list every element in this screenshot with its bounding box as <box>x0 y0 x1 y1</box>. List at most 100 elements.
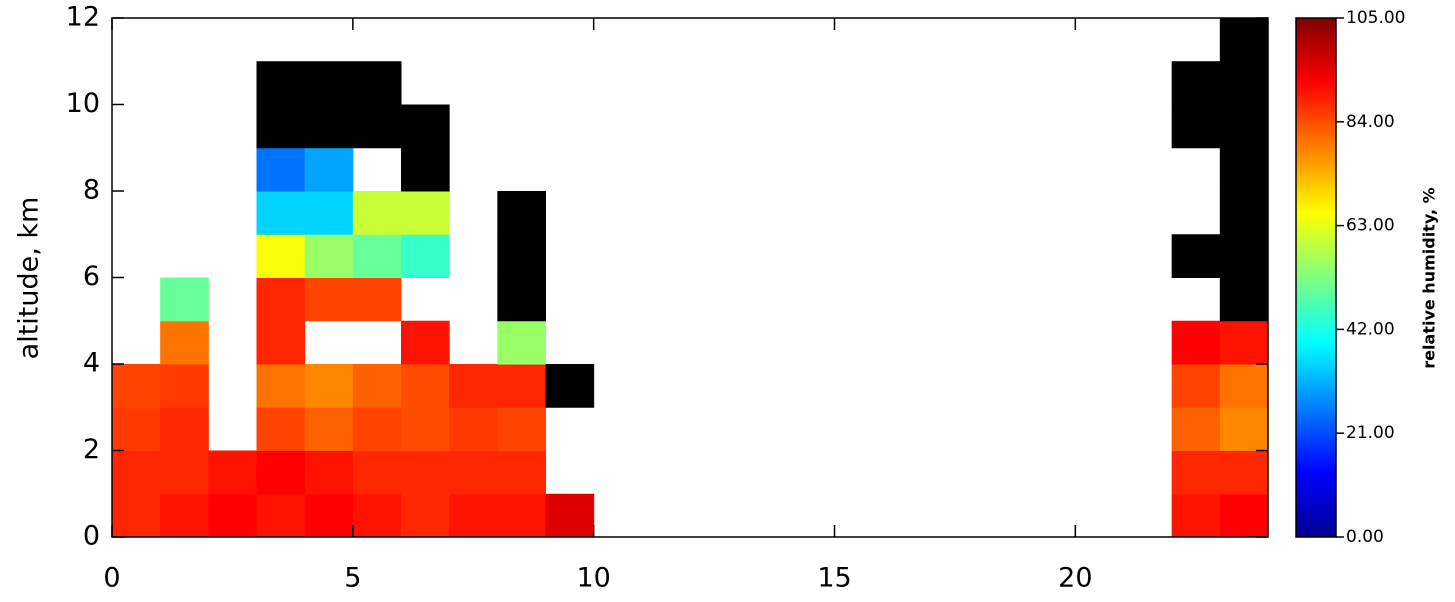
y-axis-label: altitude, km <box>14 197 45 360</box>
y-tick-label: 2 <box>83 434 100 465</box>
heat-cell <box>497 407 546 451</box>
heat-cell <box>256 407 306 451</box>
colorbar-tick-label: 84.00 <box>1346 112 1395 132</box>
heat-cell <box>401 147 450 192</box>
heat-cell <box>1219 191 1269 235</box>
heat-cell <box>401 364 450 408</box>
heat-cell <box>304 364 354 408</box>
heat-cell <box>1171 450 1221 495</box>
heat-cell <box>352 61 402 105</box>
heat-cell <box>449 364 498 408</box>
heat-cell <box>160 450 209 495</box>
heat-cell <box>401 234 450 278</box>
heat-cell <box>1171 234 1221 278</box>
heat-cell <box>1171 493 1221 538</box>
y-tick-label: 6 <box>83 261 100 292</box>
heat-cell <box>1219 234 1269 278</box>
heat-cell <box>449 450 498 495</box>
heat-cell <box>545 364 595 408</box>
heat-cell <box>1219 493 1269 538</box>
heat-cell <box>1171 320 1221 365</box>
x-tick-label: 15 <box>817 563 851 594</box>
heat-cell <box>497 234 546 278</box>
heat-cell <box>401 493 450 538</box>
heat-cell <box>208 493 257 538</box>
heat-cell <box>112 364 161 408</box>
heat-cell <box>1219 61 1269 105</box>
heat-cell <box>1219 104 1269 149</box>
heat-cell <box>1219 364 1269 408</box>
heat-cell <box>449 493 498 538</box>
heat-cell <box>160 277 209 322</box>
heat-cell <box>304 450 354 495</box>
heat-cell <box>160 493 209 538</box>
heat-cell <box>256 320 306 365</box>
colorbar-tick-label: 0.00 <box>1346 527 1384 547</box>
heat-cell <box>352 191 402 235</box>
y-tick-label: 8 <box>83 175 100 206</box>
heat-cell <box>352 407 402 451</box>
heat-cell <box>1219 147 1269 192</box>
heat-cell <box>352 234 402 278</box>
heat-cell <box>304 234 354 278</box>
heat-cell <box>352 104 402 149</box>
heat-cell <box>352 364 402 408</box>
x-tick-label: 0 <box>103 563 120 594</box>
colorbar-label: relative humidity, % <box>1420 187 1439 368</box>
colorbar-tick-label: 63.00 <box>1346 216 1395 236</box>
heat-cell <box>1219 450 1269 495</box>
heat-cell <box>401 320 450 365</box>
heat-cell <box>256 191 306 235</box>
heat-cell <box>401 407 450 451</box>
heat-cell <box>401 104 450 149</box>
heat-cell <box>497 493 546 538</box>
heat-cell <box>1171 104 1221 149</box>
heat-cell <box>112 493 161 538</box>
heat-cell <box>256 450 306 495</box>
heat-cell <box>304 147 354 192</box>
heat-cell <box>497 364 546 408</box>
y-tick-label: 12 <box>66 2 100 33</box>
y-tick-label: 10 <box>66 88 100 119</box>
heat-cell <box>304 493 354 538</box>
heat-cell <box>1219 407 1269 451</box>
heat-cell <box>304 104 354 149</box>
heat-cell <box>256 277 306 322</box>
heat-cell <box>256 364 306 408</box>
x-tick-label: 5 <box>344 563 361 594</box>
heat-cell <box>256 493 306 538</box>
heat-cell <box>256 104 306 149</box>
heat-cell <box>352 277 402 322</box>
heat-cell <box>497 450 546 495</box>
heat-cell <box>1219 277 1269 322</box>
heat-cell <box>208 450 257 495</box>
heat-cell <box>1219 320 1269 365</box>
heat-cell <box>497 191 546 235</box>
heat-cell <box>352 450 402 495</box>
heat-cell <box>401 450 450 495</box>
heat-cell <box>304 407 354 451</box>
heat-cell <box>1219 18 1269 62</box>
colorbar <box>1295 17 1337 538</box>
heat-cell <box>352 493 402 538</box>
y-tick-label: 0 <box>83 521 100 552</box>
heat-cell <box>256 147 306 192</box>
heat-cell <box>256 234 306 278</box>
heat-cell <box>160 407 209 451</box>
heat-cell <box>304 191 354 235</box>
heat-cell <box>497 320 546 365</box>
heat-cell <box>160 320 209 365</box>
heat-cell <box>1171 364 1221 408</box>
heat-cell <box>545 493 595 538</box>
x-tick-label: 10 <box>576 563 610 594</box>
heat-cell <box>449 407 498 451</box>
heat-cell <box>497 277 546 322</box>
heat-cell <box>1171 61 1221 105</box>
colorbar-tick-label: 105.00 <box>1346 8 1405 28</box>
heat-cell <box>112 407 161 451</box>
y-tick-label: 4 <box>83 348 100 379</box>
heat-cell <box>256 61 306 105</box>
colorbar-tick-label: 42.00 <box>1346 319 1395 339</box>
colorbar-tick-label: 21.00 <box>1346 423 1395 443</box>
